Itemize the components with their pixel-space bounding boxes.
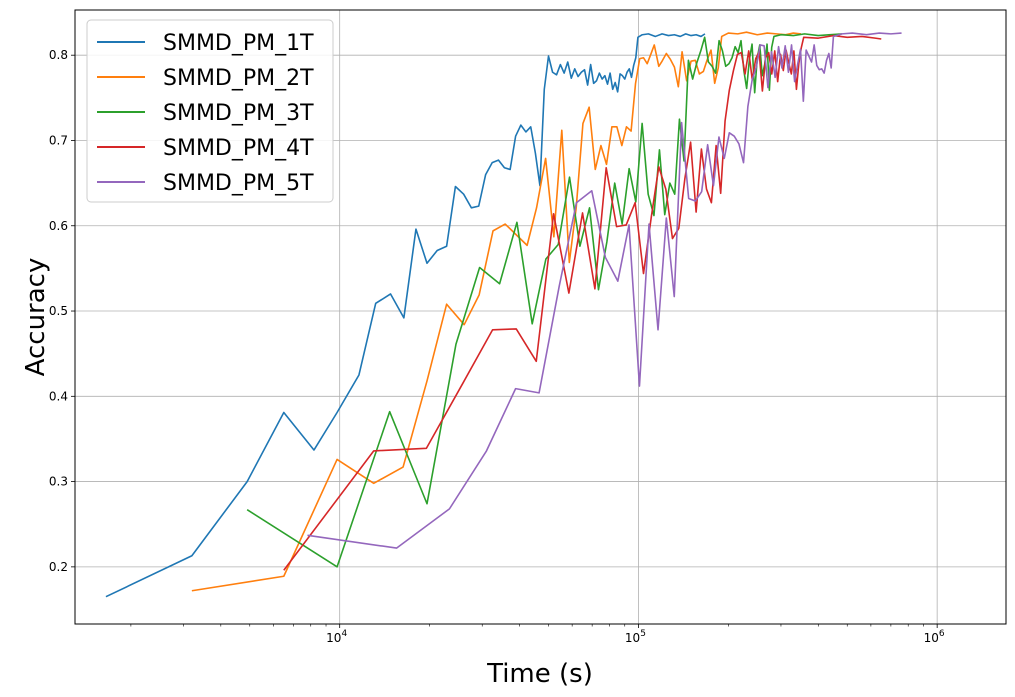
x-tick-exponent: 6 (939, 629, 945, 639)
y-tick-label: 0.6 (49, 219, 68, 233)
x-tick-base: 10 (924, 631, 939, 645)
y-tick-label: 0.2 (49, 560, 68, 574)
legend-label: SMMD_PM_5T (163, 171, 314, 196)
series-line-smmd-pm-3t (246, 33, 842, 568)
x-axis-label: Time (s) (486, 659, 593, 689)
grid (75, 10, 1006, 624)
series-line-smmd-pm-5t (307, 32, 902, 549)
x-tick-label: 106 (924, 629, 945, 645)
series-line-smmd-pm-2t (191, 31, 802, 592)
x-tick-base: 10 (625, 631, 640, 645)
series-line-smmd-pm-4t (283, 34, 882, 571)
y-tick-label: 0.3 (49, 475, 68, 489)
y-axis-label: Accuracy (21, 258, 51, 377)
legend-label: SMMD_PM_1T (163, 31, 314, 56)
x-tick-label: 104 (326, 629, 347, 645)
series-line-smmd-pm-1t (105, 33, 706, 598)
legend-box (86, 19, 334, 203)
x-tick-exponent: 5 (640, 629, 646, 639)
x-tick-exponent: 4 (341, 629, 347, 639)
plot-frame (74, 9, 1007, 625)
y-tick-label: 0.7 (49, 133, 68, 147)
legend-label: SMMD_PM_2T (163, 66, 314, 91)
y-tick-label: 0.4 (49, 389, 68, 403)
series-lines (105, 31, 902, 598)
y-tick-label: 0.8 (49, 48, 68, 62)
y-tick-label: 0.5 (49, 304, 68, 318)
x-tick-base: 10 (326, 631, 341, 645)
legend: SMMD_PM_1T SMMD_PM_2T SMMD_PM_3T SMMD_PM_4T… (86, 19, 334, 203)
legend-label: SMMD_PM_3T (163, 101, 314, 126)
x-tick-label: 105 (625, 629, 646, 645)
legend-label: SMMD_PM_4T (163, 136, 314, 161)
